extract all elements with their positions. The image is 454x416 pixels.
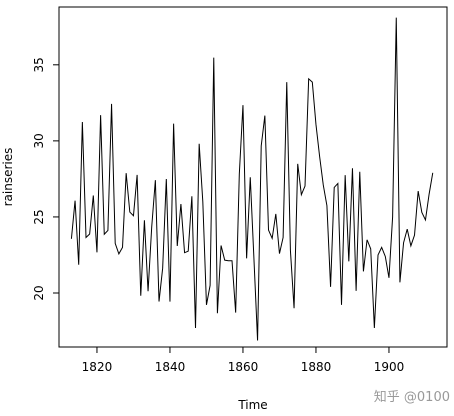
watermark: 知乎 @0100 bbox=[374, 389, 450, 405]
y-axis-label: rainseries bbox=[1, 148, 15, 207]
x-tick-label: 1900 bbox=[374, 360, 405, 374]
y-tick-label: 25 bbox=[32, 209, 46, 224]
y-tick-label: 20 bbox=[32, 285, 46, 300]
y-tick-label: 35 bbox=[32, 57, 46, 72]
data-line bbox=[70, 17, 434, 341]
plot-box bbox=[58, 6, 448, 348]
x-tick-label: 1820 bbox=[82, 360, 113, 374]
y-tick-label: 30 bbox=[32, 133, 46, 148]
x-axis-label: Time bbox=[237, 398, 267, 412]
x-tick-label: 1860 bbox=[228, 360, 259, 374]
x-tick-label: 1840 bbox=[155, 360, 186, 374]
x-tick-label: 1880 bbox=[301, 360, 332, 374]
